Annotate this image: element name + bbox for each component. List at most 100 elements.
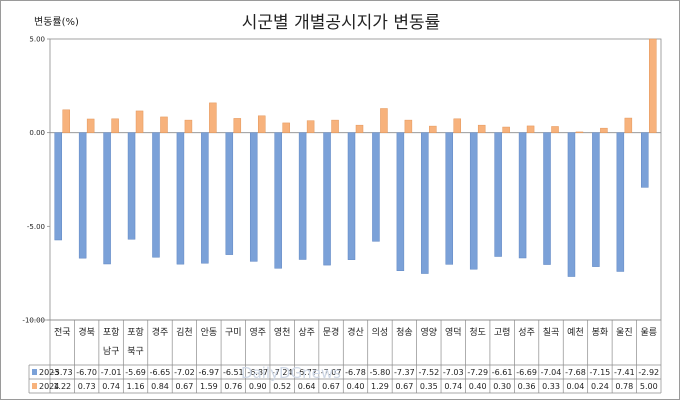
data-label-2023: -7.07 — [321, 368, 342, 377]
bar-2024 — [331, 119, 339, 133]
data-label-2023: -7.52 — [418, 368, 439, 377]
data-label-2024: 0.40 — [347, 382, 365, 391]
data-label-2024: 0.33 — [542, 382, 560, 391]
y-tick-label: 5.00 — [29, 36, 45, 44]
category-label: 영천 — [274, 327, 291, 338]
bar-2023 — [78, 132, 87, 259]
category-label: 안동 — [201, 327, 218, 338]
plot-area: 5.00 0.00 -5.00 -10.00 — [22, 36, 662, 325]
category-label: 구미 — [225, 327, 242, 338]
data-label-2023: -6.65 — [150, 368, 171, 377]
data-label-2024: 0.84 — [151, 382, 169, 391]
bar-2023 — [152, 132, 160, 258]
category-label: 의성 — [372, 327, 389, 338]
legend-label: 2023 — [39, 368, 59, 377]
data-label-2024: 0.67 — [176, 382, 194, 391]
bar-2024 — [282, 122, 290, 133]
bar-2024 — [624, 117, 633, 133]
bar-2024 — [135, 110, 144, 133]
category-label: 봉화 — [592, 327, 609, 338]
category-label: 고령 — [494, 326, 511, 338]
data-label-2023: -6.87 — [247, 368, 268, 377]
bar-2024 — [477, 124, 486, 133]
y-axis-label: 변동률(%) — [34, 16, 79, 28]
data-label-2023: -5.73 — [52, 368, 73, 377]
bar-2024 — [575, 131, 584, 133]
category-label: 상주 — [298, 327, 315, 338]
category-label: 경주 — [152, 326, 169, 338]
data-label-2024: 0.78 — [615, 382, 633, 391]
data-label-2023: -7.01 — [101, 368, 122, 377]
bar-2024 — [62, 109, 70, 133]
category-label: 성주 — [518, 327, 535, 338]
legend-swatch — [32, 383, 37, 389]
category-label: 남구 — [103, 346, 120, 357]
bar-2023 — [274, 132, 282, 269]
data-label-2024: 0.52 — [273, 382, 291, 391]
bar-2024 — [649, 38, 657, 133]
category-label: 칠곡 — [543, 327, 560, 338]
bar-2023 — [176, 132, 185, 265]
bar-2024 — [600, 127, 608, 133]
bar-2023 — [641, 132, 649, 188]
category-label: 울진 — [616, 327, 633, 338]
watermark: DailyDGnews — [241, 364, 341, 382]
data-label-2023: -7.68 — [565, 368, 586, 377]
data-label-2024: 0.40 — [469, 382, 487, 391]
bar-2023 — [445, 132, 454, 265]
bar-2023 — [127, 132, 136, 240]
data-label-2023: -7.29 — [467, 368, 488, 377]
data-label-2024: 0.73 — [78, 382, 96, 391]
data-label-2023: -7.02 — [174, 368, 195, 377]
bar-2023 — [469, 132, 478, 270]
bar-2023 — [225, 132, 234, 255]
data-label-2024: 0.30 — [493, 382, 511, 391]
data-label-2023: -7.04 — [541, 368, 562, 377]
data-label-2024: 0.64 — [298, 382, 316, 391]
bar-2023 — [298, 132, 307, 260]
y-tick-label: 0.00 — [29, 129, 45, 137]
bar-2023 — [396, 132, 405, 271]
bar-2023 — [103, 132, 111, 265]
category-label: 청송 — [396, 327, 413, 338]
category-label: 울릉 — [640, 327, 657, 338]
data-label-2024: 1.29 — [371, 382, 389, 391]
data-label-2024: 0.67 — [395, 382, 413, 391]
data-label-2024: 5.00 — [640, 382, 658, 391]
data-label-2023: -7.03 — [443, 368, 464, 377]
data-label-2024: 0.74 — [444, 382, 462, 391]
data-label-2023: -7.24 — [272, 368, 293, 377]
data-label-2024: 0.04 — [567, 382, 585, 391]
data-label-2024: 0.76 — [224, 382, 242, 391]
category-label: 예천 — [567, 327, 584, 338]
bar-2023 — [421, 132, 429, 274]
bar-2024 — [429, 125, 437, 133]
bar-2023 — [249, 132, 258, 262]
data-label-2023: -6.77 — [296, 368, 317, 377]
data-label-2024: 0.36 — [518, 382, 536, 391]
data-label-2023: -6.78 — [345, 368, 366, 377]
bar-2023 — [347, 132, 356, 260]
bar-2024 — [184, 119, 193, 133]
data-label-2023: -2.92 — [638, 368, 659, 377]
bar-2024 — [86, 118, 95, 133]
bar-2023 — [372, 132, 380, 242]
bar-2023 — [323, 132, 331, 266]
data-label-2023: -6.61 — [492, 368, 513, 377]
data-label-2024: 0.74 — [102, 382, 120, 391]
category-label: 영주 — [249, 327, 266, 338]
bar-2024 — [453, 118, 462, 133]
bar-2023 — [616, 132, 625, 272]
category-label: 북구 — [127, 346, 144, 357]
bar-2024 — [160, 116, 168, 133]
data-label-2023: -6.70 — [76, 368, 97, 377]
category-label: 영양 — [421, 327, 438, 338]
data-label-2024: 1.16 — [127, 382, 145, 391]
category-label: 전국 — [54, 327, 71, 338]
data-label-2023: -6.69 — [516, 368, 537, 377]
bar-2023 — [592, 132, 600, 267]
bar-2024 — [209, 102, 217, 133]
category-label: 문경 — [323, 326, 340, 338]
